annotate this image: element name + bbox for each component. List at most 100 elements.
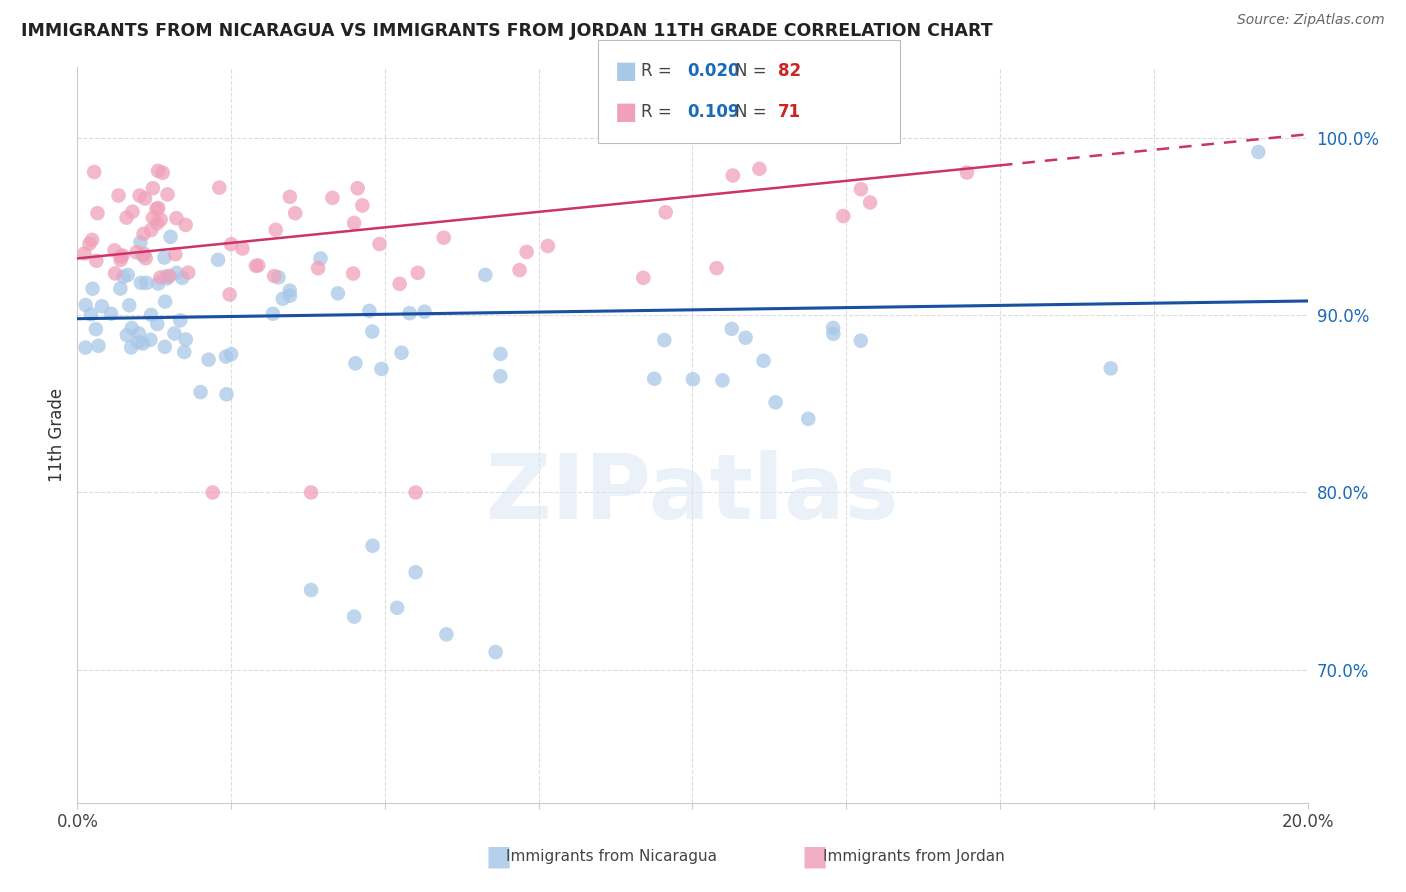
Point — [86, 253, 108, 268]
Point — [474, 268, 496, 282]
Point — [75, 298, 97, 312]
Point — [153, 294, 176, 309]
Point — [823, 326, 845, 341]
Point — [516, 244, 538, 259]
Text: ■: ■ — [801, 842, 828, 871]
Point — [797, 412, 820, 426]
Point — [368, 237, 391, 252]
Point — [215, 350, 238, 364]
Point — [153, 340, 176, 354]
Point — [245, 259, 267, 273]
Point — [489, 347, 512, 361]
Point — [111, 248, 134, 262]
Point — [721, 169, 744, 183]
Text: 0.020: 0.020 — [688, 62, 740, 79]
Point — [388, 277, 411, 291]
Point — [207, 252, 229, 267]
Point — [1247, 145, 1270, 159]
Text: 71: 71 — [778, 103, 800, 121]
Point — [110, 252, 132, 267]
Point — [643, 372, 665, 386]
Point — [149, 212, 172, 227]
Point — [82, 282, 104, 296]
Point — [169, 313, 191, 327]
Point — [398, 306, 420, 320]
Point — [765, 395, 787, 409]
Text: ■: ■ — [485, 842, 512, 871]
Point — [132, 336, 155, 351]
Text: Immigrants from Nicaragua: Immigrants from Nicaragua — [506, 849, 717, 863]
Point — [385, 600, 409, 615]
Point — [153, 251, 176, 265]
Point — [326, 286, 349, 301]
Point — [134, 192, 156, 206]
Text: Source: ZipAtlas.com: Source: ZipAtlas.com — [1237, 13, 1385, 28]
Point — [219, 347, 242, 361]
Point — [1099, 361, 1122, 376]
Point — [215, 387, 238, 401]
Point — [86, 206, 108, 220]
Y-axis label: 11th Grade: 11th Grade — [48, 388, 66, 482]
Point — [343, 609, 366, 624]
Point — [346, 181, 368, 195]
Point — [485, 645, 508, 659]
Text: 82: 82 — [778, 62, 800, 79]
Point — [125, 245, 148, 260]
Point — [129, 276, 152, 290]
Point — [165, 247, 187, 261]
Point — [706, 261, 728, 276]
Point — [361, 325, 384, 339]
Point — [299, 485, 322, 500]
Point — [132, 227, 155, 241]
Point — [271, 292, 294, 306]
Point — [278, 289, 301, 303]
Point — [201, 485, 224, 500]
Point — [309, 252, 332, 266]
Point — [110, 281, 132, 295]
Point — [107, 188, 129, 202]
Point — [218, 287, 240, 301]
Text: R =: R = — [641, 103, 678, 121]
Point — [307, 261, 329, 276]
Point — [633, 270, 655, 285]
Point — [117, 268, 139, 282]
Point — [278, 284, 301, 298]
Point — [352, 198, 374, 212]
Point — [489, 369, 512, 384]
Point — [127, 335, 149, 350]
Point — [121, 321, 143, 335]
Point — [231, 242, 253, 256]
Point — [321, 191, 343, 205]
Point — [152, 166, 174, 180]
Point — [112, 269, 135, 284]
Point — [159, 268, 181, 283]
Point — [163, 326, 186, 341]
Point — [264, 223, 287, 237]
Point — [956, 165, 979, 179]
Point — [413, 304, 436, 318]
Point — [139, 308, 162, 322]
Text: R =: R = — [641, 62, 678, 79]
Text: N =: N = — [735, 103, 772, 121]
Point — [247, 259, 270, 273]
Point — [142, 181, 165, 195]
Point — [132, 247, 155, 261]
Point — [711, 373, 734, 387]
Point — [121, 204, 143, 219]
Point — [128, 188, 150, 202]
Point — [359, 304, 381, 318]
Point — [405, 566, 427, 580]
Point — [156, 271, 179, 285]
Text: ZIPatlas: ZIPatlas — [486, 450, 898, 538]
Point — [823, 321, 845, 335]
Text: ■: ■ — [614, 59, 637, 83]
Text: N =: N = — [735, 62, 772, 79]
Point — [82, 233, 104, 247]
Point — [190, 385, 212, 400]
Point — [177, 266, 200, 280]
Point — [135, 251, 157, 265]
Point — [166, 266, 188, 280]
Point — [165, 211, 187, 226]
Point — [103, 244, 125, 258]
Point — [682, 372, 704, 386]
